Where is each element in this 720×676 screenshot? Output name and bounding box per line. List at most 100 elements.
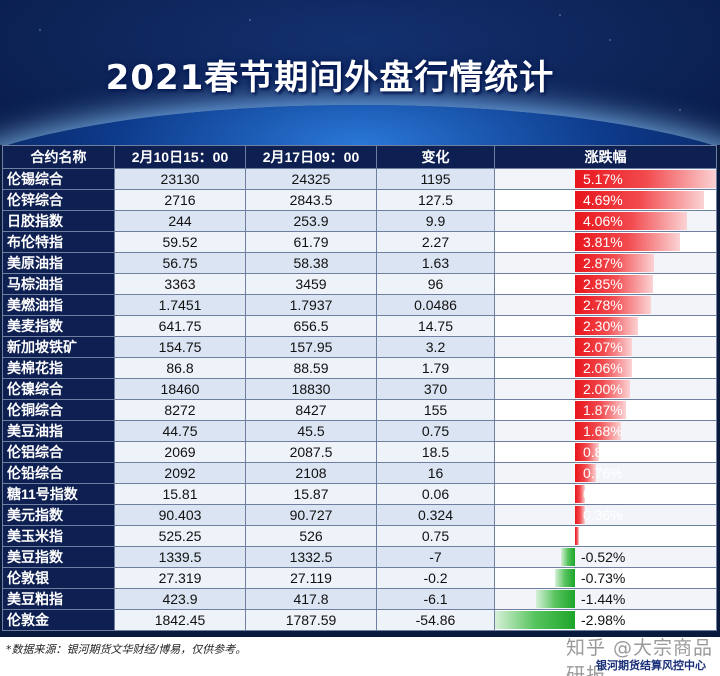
- org-credit: 银河期货结算风控中心: [596, 659, 706, 672]
- contract-name-cell: 美豆指数: [2, 546, 115, 568]
- table-row: 美麦指数 641.75 656.5 14.75 2.30%: [2, 315, 717, 337]
- before-value-cell: 44.75: [114, 420, 246, 442]
- change-value-cell: 9.9: [376, 210, 495, 232]
- pct-bar-up: [575, 464, 596, 482]
- table-row: 伦镍综合 18460 18830 370 2.00%: [2, 378, 717, 400]
- pct-label: 2.85%: [583, 276, 623, 292]
- table-row: 伦铜综合 8272 8427 155 1.87%: [2, 399, 717, 421]
- contract-name-cell: 美燃油指: [2, 294, 115, 316]
- after-value-cell: 526: [245, 525, 377, 547]
- after-value-cell: 2843.5: [245, 189, 377, 211]
- table-row: 美棉花指 86.8 88.59 1.79 2.06%: [2, 357, 717, 379]
- pct-cell: 2.07%: [494, 336, 717, 358]
- change-value-cell: -7: [376, 546, 495, 568]
- source-note: *数据来源：银河期货文华财经/博易，仅供参考。: [6, 643, 247, 656]
- pct-cell: 3.81%: [494, 231, 717, 253]
- before-value-cell: 1339.5: [114, 546, 246, 568]
- table-row: 伦敦金 1842.45 1787.59 -54.86 -2.98%: [2, 609, 717, 631]
- pct-label: 0.38%: [583, 486, 623, 502]
- table-row: 伦铅综合 2092 2108 16 0.76%: [2, 462, 717, 484]
- pct-label: -0.73%: [581, 570, 626, 586]
- pct-cell: 0.76%: [494, 462, 717, 484]
- pct-bar-up: [575, 212, 687, 230]
- table-row: 美豆指数 1339.5 1332.5 -7 -0.52%: [2, 546, 717, 568]
- header-contract: 合约名称: [2, 145, 115, 169]
- change-value-cell: 0.324: [376, 504, 495, 526]
- footer: *数据来源：银河期货文华财经/博易，仅供参考。 知乎 @大宗商品研报 银河期货结…: [0, 637, 720, 676]
- page-title: 2021春节期间外盘行情统计: [105, 58, 555, 98]
- pct-cell: 4.06%: [494, 210, 717, 232]
- pct-bar-up: [575, 422, 622, 440]
- table-header-row: 合约名称 2月10日15：00 2月17日09：00 变化 涨跌幅: [2, 145, 717, 169]
- after-value-cell: 27.119: [245, 567, 377, 589]
- contract-name-cell: 美玉米指: [2, 525, 115, 547]
- pct-bar-up: [575, 191, 704, 209]
- pct-cell: 5.17%: [494, 168, 717, 190]
- pct-label: 2.87%: [583, 255, 623, 271]
- before-value-cell: 2069: [114, 441, 246, 463]
- after-value-cell: 24325: [245, 168, 377, 190]
- change-value-cell: -54.86: [376, 609, 495, 631]
- after-value-cell: 3459: [245, 273, 377, 295]
- change-value-cell: 18.5: [376, 441, 495, 463]
- before-value-cell: 8272: [114, 399, 246, 421]
- table-row: 日胶指数 244 253.9 9.9 4.06%: [2, 210, 717, 232]
- pct-label: 1.68%: [583, 423, 623, 439]
- pct-bar-down: [561, 548, 575, 566]
- pct-label: 2.78%: [583, 297, 623, 313]
- pct-bar-up: [575, 359, 632, 377]
- table-row: 美原油指 56.75 58.38 1.63 2.87%: [2, 252, 717, 274]
- before-value-cell: 56.75: [114, 252, 246, 274]
- pct-cell: 2.06%: [494, 357, 717, 379]
- change-value-cell: 0.75: [376, 420, 495, 442]
- contract-name-cell: 伦铜综合: [2, 399, 115, 421]
- contract-name-cell: 布伦特指: [2, 231, 115, 253]
- before-value-cell: 423.9: [114, 588, 246, 610]
- pct-label: 0.89%: [583, 444, 623, 460]
- pct-bar-up: [575, 443, 600, 461]
- pct-bar-up: [575, 296, 652, 314]
- pct-bar-up: [575, 485, 586, 503]
- after-value-cell: 2087.5: [245, 441, 377, 463]
- pct-cell: 0.38%: [494, 483, 717, 505]
- before-value-cell: 2716: [114, 189, 246, 211]
- after-value-cell: 90.727: [245, 504, 377, 526]
- pct-bar-up: [575, 401, 627, 419]
- pct-label: 2.30%: [583, 318, 623, 334]
- contract-name-cell: 伦锡综合: [2, 168, 115, 190]
- pct-cell: 2.87%: [494, 252, 717, 274]
- before-value-cell: 1842.45: [114, 609, 246, 631]
- pct-label: 0.76%: [583, 465, 623, 481]
- after-value-cell: 1787.59: [245, 609, 377, 631]
- before-value-cell: 525.25: [114, 525, 246, 547]
- contract-name-cell: 美原油指: [2, 252, 115, 274]
- header-before: 2月10日15：00: [114, 145, 246, 169]
- change-value-cell: 155: [376, 399, 495, 421]
- pct-label: 2.00%: [583, 381, 623, 397]
- change-value-cell: 370: [376, 378, 495, 400]
- before-value-cell: 641.75: [114, 315, 246, 337]
- pct-bar-down: [555, 569, 575, 587]
- change-value-cell: 127.5: [376, 189, 495, 211]
- contract-name-cell: 美麦指数: [2, 315, 115, 337]
- change-value-cell: 3.2: [376, 336, 495, 358]
- pct-bar-up: [575, 527, 579, 545]
- contract-name-cell: 伦铅综合: [2, 462, 115, 484]
- change-value-cell: 2.27: [376, 231, 495, 253]
- after-value-cell: 656.5: [245, 315, 377, 337]
- pct-bar-up: [575, 380, 630, 398]
- pct-bar-up: [575, 170, 716, 188]
- change-value-cell: 96: [376, 273, 495, 295]
- contract-name-cell: 伦铝综合: [2, 441, 115, 463]
- pct-cell: 0.36%: [494, 504, 717, 526]
- header-after: 2月17日09：00: [245, 145, 377, 169]
- after-value-cell: 61.79: [245, 231, 377, 253]
- change-value-cell: 0.0486: [376, 294, 495, 316]
- table-row: 美豆油指 44.75 45.5 0.75 1.68%: [2, 420, 717, 442]
- after-value-cell: 18830: [245, 378, 377, 400]
- before-value-cell: 15.81: [114, 483, 246, 505]
- before-value-cell: 18460: [114, 378, 246, 400]
- contract-name-cell: 马棕油指: [2, 273, 115, 295]
- pct-bar-up: [575, 275, 654, 293]
- before-value-cell: 86.8: [114, 357, 246, 379]
